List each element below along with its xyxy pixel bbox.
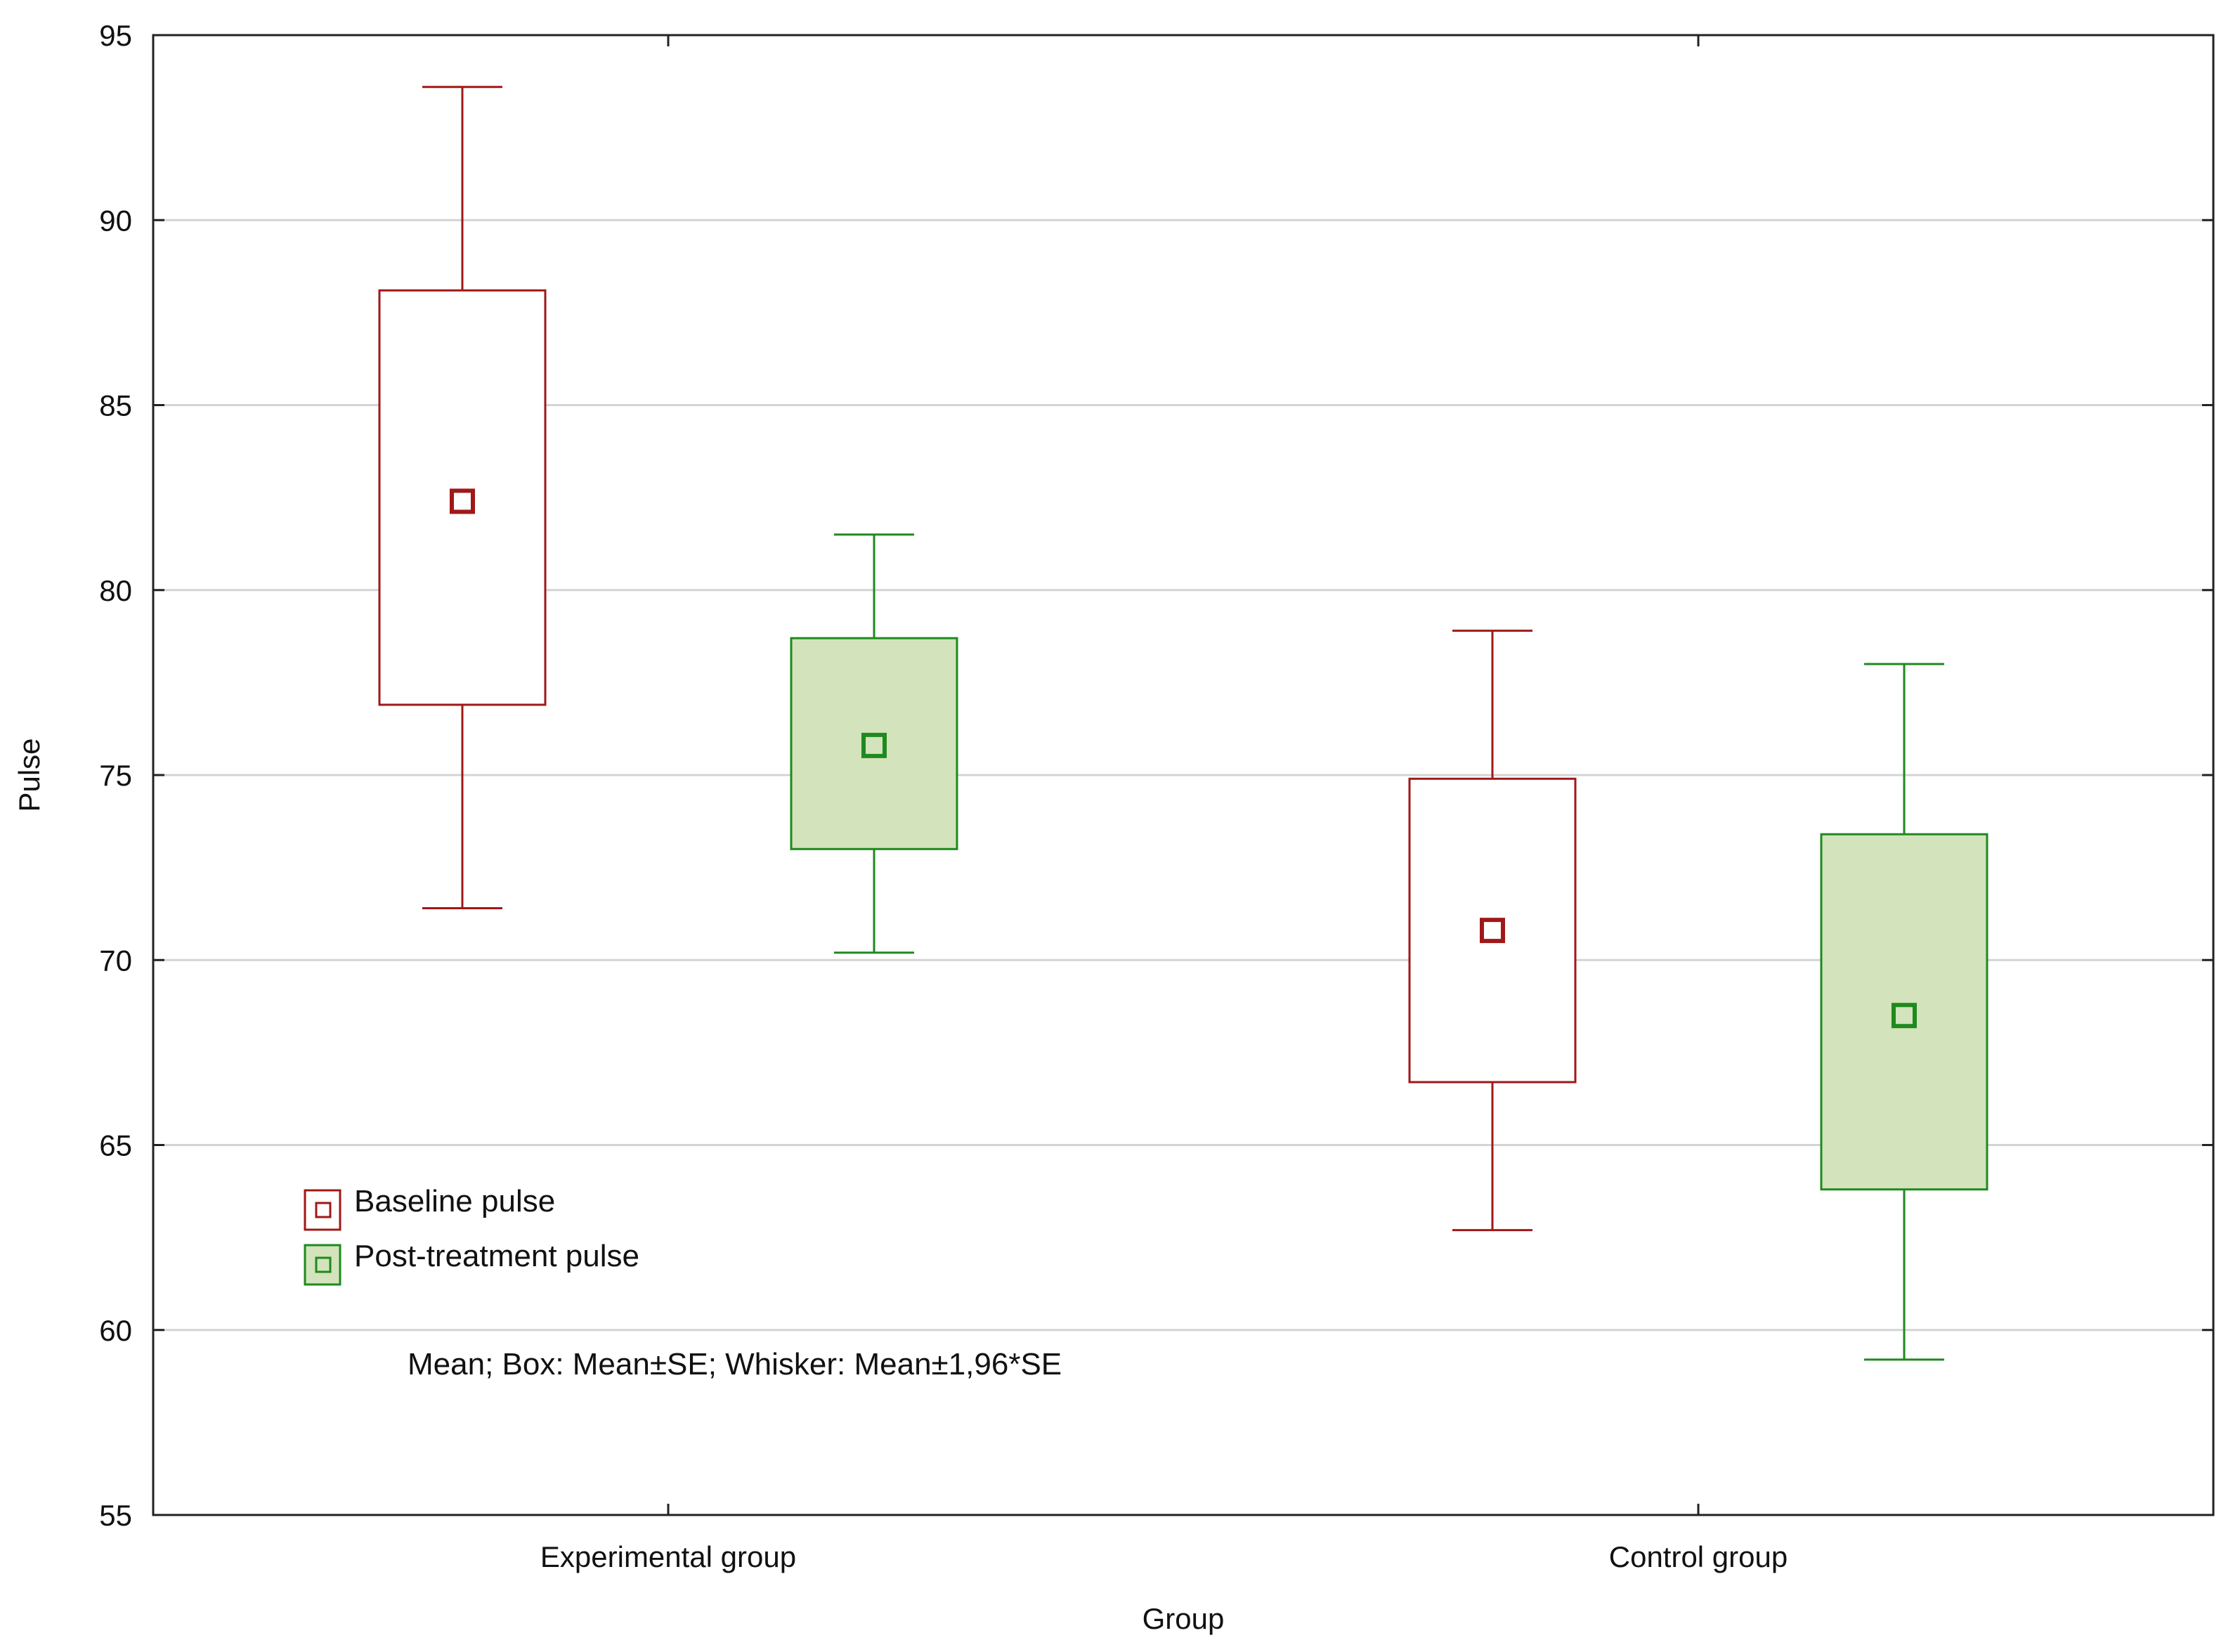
series-0: [378, 86, 1577, 1232]
legend: Baseline pulse Post-treatment pulse: [304, 1184, 639, 1286]
legend-label-post-treatment: Post-treatment pulse: [354, 1239, 639, 1273]
y-tick-label: 80: [99, 574, 132, 607]
legend-marker-post-treatment: [315, 1256, 332, 1273]
x-axis-ticks: Experimental group Control group: [540, 35, 1788, 1573]
y-tick-label: 75: [99, 759, 132, 792]
mean-marker: [450, 488, 475, 514]
mean-marker: [861, 732, 887, 758]
series-1: [790, 533, 1988, 1361]
legend-swatch-post-treatment: [304, 1244, 341, 1286]
series-marks: [378, 86, 1988, 1361]
y-axis-title: Pulse: [13, 738, 46, 812]
mean-marker: [1892, 1003, 1917, 1029]
legend-label-baseline: Baseline pulse: [354, 1184, 555, 1218]
y-axis-ticks: 55 60 65 70 75 80 85 90 95: [99, 19, 2213, 1532]
y-tick-label: 90: [99, 204, 132, 237]
y-tick-label: 85: [99, 389, 132, 422]
box: [1408, 777, 1577, 1084]
box: [790, 637, 958, 850]
y-tick-label: 55: [99, 1499, 132, 1532]
box: [378, 289, 547, 706]
y-tick-label: 65: [99, 1129, 132, 1162]
x-tick-label: Experimental group: [540, 1540, 796, 1573]
chart-annotation: Mean; Box: Mean±SE; Whisker: Mean±1,96*S…: [408, 1347, 1062, 1381]
mean-marker: [1480, 918, 1505, 944]
y-tick-label: 70: [99, 944, 132, 977]
box: [1820, 833, 1988, 1191]
x-tick-label: Control group: [1609, 1540, 1788, 1573]
y-tick-label: 95: [99, 19, 132, 52]
y-tick-label: 60: [99, 1314, 132, 1347]
legend-swatch-baseline: [304, 1189, 341, 1231]
legend-marker-baseline: [315, 1202, 332, 1218]
x-axis-title: Group: [1142, 1602, 1225, 1635]
plot-area-frame: [152, 34, 2215, 1516]
